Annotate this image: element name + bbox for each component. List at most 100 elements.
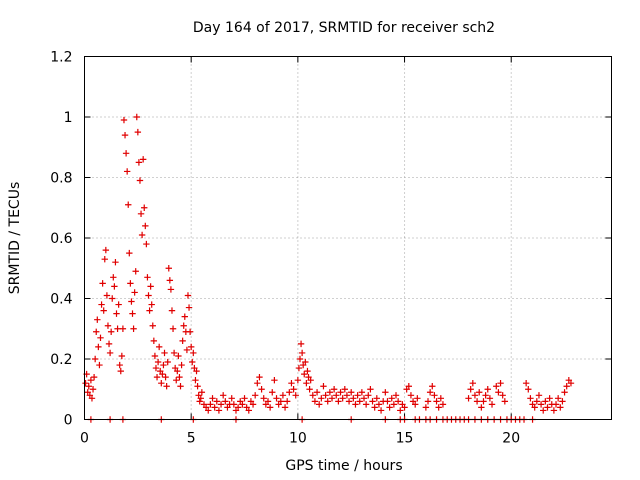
grid-lines [84, 56, 612, 420]
data-point [313, 389, 321, 396]
x-tick-label: 10 [289, 431, 307, 447]
data-point [89, 386, 97, 393]
data-point [488, 401, 496, 408]
data-point [116, 361, 123, 369]
data-point [126, 249, 133, 257]
data-point [467, 386, 474, 393]
data-point [297, 340, 305, 348]
data-point [184, 292, 192, 299]
data-point [559, 398, 566, 405]
data-point [354, 392, 361, 399]
data-point [194, 383, 201, 390]
data-point [153, 373, 161, 381]
data-point [469, 380, 477, 387]
data-point [424, 398, 432, 405]
data-point [147, 283, 154, 290]
data-point [163, 383, 170, 390]
data-point [501, 398, 509, 405]
data-point [95, 343, 102, 351]
data-point [131, 289, 138, 296]
data-point [365, 392, 372, 399]
data-point [141, 204, 148, 211]
data-point [362, 401, 370, 408]
data-point [437, 395, 445, 402]
data-point [114, 325, 121, 332]
data-point [495, 389, 502, 396]
data-point [132, 268, 139, 275]
data-point [152, 364, 160, 372]
data-point [311, 398, 319, 405]
data-point [546, 395, 553, 402]
data-point [119, 325, 127, 332]
data-point [118, 352, 126, 360]
data-point [356, 398, 363, 405]
data-point [414, 395, 421, 402]
data-point [295, 364, 303, 372]
data-point [198, 389, 206, 396]
data-point [165, 265, 172, 272]
data-point [328, 395, 336, 402]
data-point [122, 150, 130, 157]
data-point [190, 349, 197, 357]
y-axis-label: SRMTID / TECUs [7, 182, 23, 295]
data-point [161, 349, 168, 357]
data-point [103, 292, 111, 299]
data-point [298, 349, 306, 357]
x-tick-label: 0 [80, 431, 89, 447]
data-point [290, 386, 297, 393]
data-point [241, 395, 248, 402]
data-point [412, 401, 419, 408]
data-point [154, 358, 162, 366]
data-point [352, 401, 359, 408]
data-point [303, 380, 310, 387]
data-point [484, 386, 491, 393]
data-point [431, 392, 438, 399]
data-point [135, 159, 143, 166]
y-tick-label: 0 [64, 413, 73, 429]
data-point [104, 322, 112, 329]
data-point [158, 380, 165, 387]
data-point [326, 389, 334, 396]
data-point [367, 386, 374, 393]
data-point [177, 383, 184, 390]
data-point [134, 128, 142, 136]
data-point [90, 373, 98, 381]
y-tick-label: 0.2 [50, 352, 72, 368]
data-point [121, 131, 129, 139]
y-tick-label: 0.6 [50, 231, 72, 247]
data-point [435, 404, 442, 411]
data-point [301, 370, 308, 378]
data-point [535, 392, 543, 399]
data-point [145, 292, 152, 299]
data-point [130, 325, 137, 332]
data-point [120, 116, 128, 124]
data-point [369, 398, 376, 405]
data-point [105, 340, 113, 348]
data-point [205, 407, 212, 414]
data-point [540, 407, 547, 414]
data-point [260, 395, 267, 402]
data-point [567, 380, 575, 387]
data-point [150, 337, 158, 345]
y-tick-labels: 0 0.2 0.4 0.6 0.8 1 1.2 [50, 50, 72, 429]
data-point [476, 389, 483, 396]
data-point [480, 398, 487, 405]
data-point [537, 401, 545, 408]
data-point [88, 395, 96, 402]
data-point [159, 370, 166, 378]
data-point [386, 404, 393, 411]
data-point [407, 392, 415, 399]
data-point [183, 346, 191, 354]
data-point [439, 401, 447, 408]
data-point [230, 401, 238, 408]
data-point [478, 404, 485, 411]
data-point [151, 352, 159, 360]
data-point [185, 304, 193, 311]
data-point [143, 240, 150, 248]
data-point [144, 274, 151, 281]
data-point [392, 392, 400, 399]
data-point [87, 376, 95, 384]
data-point [98, 301, 105, 308]
x-tick-label: 20 [502, 431, 520, 447]
data-point [217, 401, 225, 408]
